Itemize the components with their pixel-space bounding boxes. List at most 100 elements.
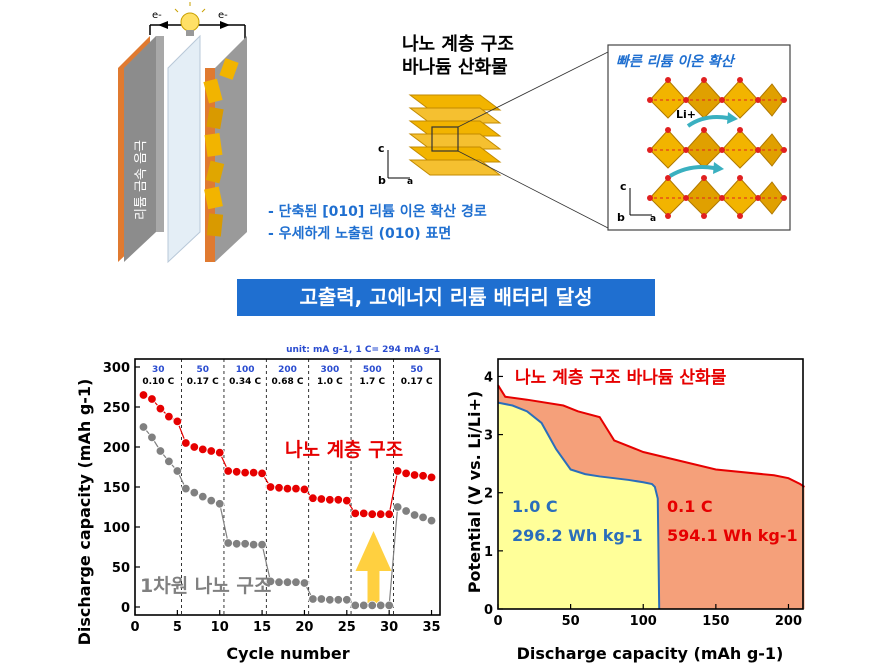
data-point	[181, 438, 191, 448]
data-point	[308, 594, 318, 604]
data-point	[172, 466, 183, 476]
data-point	[198, 491, 208, 502]
energy-label-1c: 296.2 Wh kg-1	[512, 526, 643, 545]
y-tick-label: 1	[484, 545, 493, 560]
y-tick-label: 4	[484, 370, 493, 385]
data-point	[342, 495, 352, 506]
battery-illustration: e- e- 리튬 금속 음극	[118, 2, 247, 264]
x-tick-label: 200	[775, 614, 802, 629]
data-point	[409, 470, 420, 480]
x-tick-label: 0	[493, 614, 502, 629]
y-axis-label: Potential (V vs. Li/Li+)	[465, 391, 484, 593]
data-point	[426, 472, 437, 483]
series-label-01c: 0.1 C	[667, 497, 713, 516]
data-point	[248, 467, 259, 478]
series-label-1d: 1차원 나노 구조	[140, 575, 271, 597]
data-point	[342, 595, 352, 605]
rate-current-label: 30	[152, 365, 165, 375]
bulb-icon	[174, 2, 206, 36]
x-tick-label: 10	[211, 620, 229, 635]
rate-crate-label: 0.17 C	[401, 377, 433, 387]
x-axis-label: Discharge capacity (mAh g-1)	[517, 644, 784, 663]
rate-crate-label: 0.34 C	[229, 377, 261, 387]
plot-frame	[497, 358, 804, 610]
x-tick-label: 100	[630, 614, 657, 629]
svg-text:b: b	[378, 174, 386, 187]
layer-1	[648, 79, 786, 119]
data-point	[215, 499, 225, 509]
data-point	[350, 508, 360, 519]
chart-title: 나노 계층 구조 바나듐 산화물	[515, 368, 727, 388]
data-point	[257, 539, 267, 550]
area-fill-1c	[498, 402, 660, 609]
data-point	[291, 483, 301, 494]
data-point	[189, 487, 200, 498]
data-point	[257, 468, 267, 479]
rate-current-label: 100	[236, 365, 255, 375]
data-point	[274, 577, 284, 587]
y-tick-label: 50	[112, 561, 130, 576]
data-point	[333, 495, 344, 505]
data-point	[384, 600, 394, 611]
diffusion-arrow-1	[686, 115, 729, 128]
y-tick-label: 250	[103, 401, 130, 416]
feature-line-1: - 단축된 [010] 리튬 이온 확산 경로	[268, 203, 487, 220]
crystal-inset: 빠른 리튬 이온 확산	[607, 44, 791, 231]
data-point	[155, 403, 166, 414]
rate-crate-label: 0.10 C	[142, 377, 174, 387]
x-tick-label: 20	[295, 620, 313, 635]
vanadium-title-line1: 나노 계층 구조	[402, 34, 514, 55]
data-point	[299, 484, 310, 495]
data-point	[248, 539, 259, 550]
data-point	[325, 495, 335, 505]
anode-plate	[124, 36, 156, 262]
data-point	[401, 468, 411, 479]
data-point	[138, 422, 149, 432]
discharge-curve-1c	[497, 401, 661, 610]
svg-text:c: c	[378, 142, 385, 155]
axis-icon-left: c b a	[378, 142, 413, 187]
data-point	[418, 471, 428, 481]
rate-crate-label: 1.7 C	[359, 377, 385, 387]
data-point	[299, 578, 310, 588]
data-point	[223, 466, 233, 476]
data-point	[375, 600, 386, 611]
data-point	[367, 509, 377, 519]
y-tick-label: 3	[484, 429, 493, 444]
anode-label: 리튬 금속 음극	[134, 140, 149, 220]
data-point	[316, 594, 327, 604]
data-point	[240, 539, 250, 549]
data-point	[333, 595, 344, 605]
data-point	[350, 600, 360, 611]
discharge-curve-chart: 0 50 100 150 200 0 1 2 3 4 나노 계층 구조 바나듐 산화물 1.0 C…	[465, 358, 806, 663]
rate-current-label: 200	[278, 365, 297, 375]
data-point	[206, 495, 216, 506]
data-point	[147, 432, 157, 443]
data-point	[181, 483, 191, 494]
separator	[167, 34, 201, 264]
diffusion-arrow-2	[668, 165, 715, 178]
x-tick-label: 0	[130, 620, 139, 635]
y-tick-label: 100	[103, 521, 130, 536]
rate-current-label: 500	[363, 365, 382, 375]
li-ion-label: Li+	[676, 108, 696, 121]
series-label-1c: 1.0 C	[512, 497, 558, 516]
x-axis-label: Cycle number	[226, 644, 349, 663]
y-tick-label: 150	[103, 481, 130, 496]
data-point	[401, 506, 411, 516]
data-point	[240, 467, 250, 478]
summary-banner: 고출력, 고에너지 리튬 배터리 달성	[237, 279, 655, 316]
data-point	[265, 482, 276, 492]
rate-current-label: 50	[197, 365, 210, 375]
data-point	[384, 509, 394, 519]
data-point	[215, 447, 225, 458]
rate-crate-label: 0.17 C	[187, 377, 219, 387]
data-point	[223, 538, 233, 548]
data-point	[316, 494, 327, 504]
data-point	[147, 394, 157, 404]
feature-line-2: - 우세하게 노출된 (010) 표면	[268, 225, 451, 242]
electron-label-right: e-	[218, 10, 228, 21]
data-point	[409, 510, 420, 520]
y-tick-label: 0	[121, 601, 130, 616]
